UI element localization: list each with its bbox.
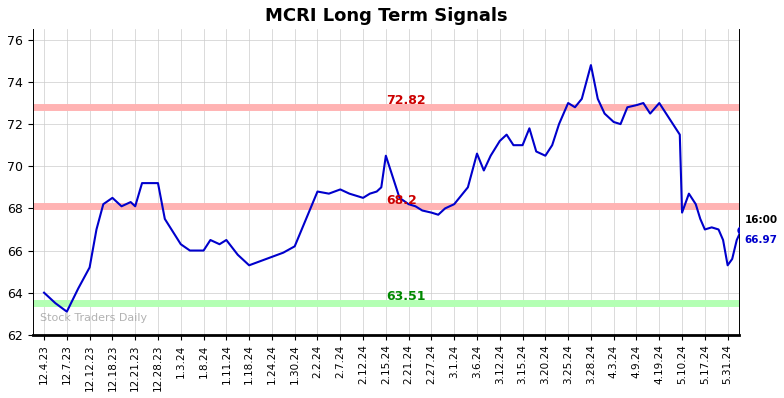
Text: 72.82: 72.82 <box>386 94 426 107</box>
Text: 68.2: 68.2 <box>386 194 416 207</box>
Text: 66.97: 66.97 <box>745 235 778 245</box>
Title: MCRI Long Term Signals: MCRI Long Term Signals <box>264 7 507 25</box>
Text: 63.51: 63.51 <box>386 291 426 304</box>
Point <box>735 227 748 233</box>
Text: Stock Traders Daily: Stock Traders Daily <box>40 312 147 323</box>
Text: 16:00: 16:00 <box>745 215 778 225</box>
